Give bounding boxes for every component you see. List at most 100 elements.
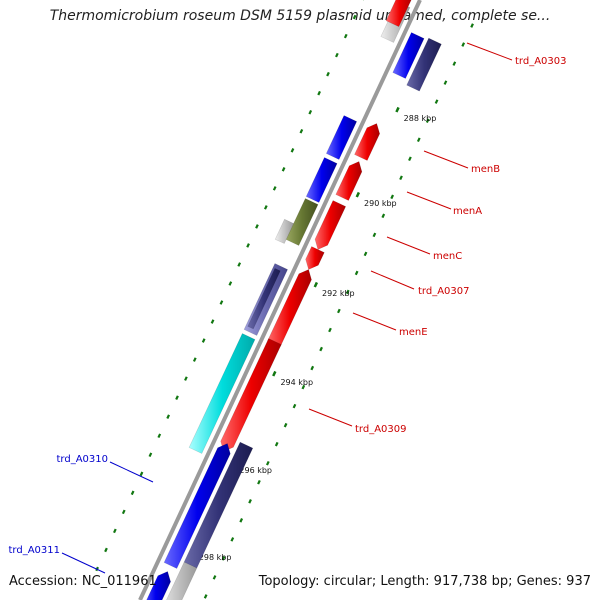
gc-content-dot (239, 518, 244, 523)
gene-label[interactable]: menC (433, 251, 462, 262)
reverse-cds-segment (392, 32, 425, 79)
gc-content-dot (443, 80, 448, 85)
map-title: Thermomicrobium roseum DSM 5159 plasmid … (49, 8, 551, 24)
gc-content-dot (192, 357, 197, 362)
gene-leader-line (61, 552, 106, 574)
gc-content-dot (317, 90, 321, 96)
gc-content-dot (157, 433, 162, 439)
gc-content-dot (354, 270, 359, 276)
gc-content-dot (175, 395, 179, 400)
tick-mark (395, 106, 400, 113)
forward-cds-segment (305, 246, 325, 270)
reverse-cds-segment (325, 115, 358, 160)
reverse-cds-segment (163, 443, 231, 569)
gc-content-dot (416, 137, 421, 142)
gc-content-dot (310, 365, 315, 371)
gene-label[interactable]: trd_A0310 (57, 454, 109, 465)
gc-content-dot (255, 224, 259, 229)
gc-content-dot (263, 205, 268, 210)
cog-segment (247, 268, 281, 330)
gene-leader-line (308, 408, 353, 427)
tick-mark (313, 281, 319, 288)
gc-content-dot (281, 167, 286, 172)
gc-content-dot (246, 243, 250, 248)
gc-content-dot (328, 327, 332, 333)
gc-content-dot (139, 471, 144, 477)
gc-content-dot (257, 479, 261, 485)
gc-content-dot (210, 319, 215, 324)
gc-content-dot (470, 23, 474, 28)
gc-content-dot (274, 441, 279, 447)
gc-content-dot (104, 547, 108, 553)
gc-content-track (95, 0, 474, 599)
reverse-cds-segment (305, 157, 338, 203)
gc-content-dot (121, 509, 126, 515)
gene-label[interactable]: menB (471, 164, 500, 175)
gc-content-dot (319, 346, 323, 352)
tick-label: 294 kbp (280, 378, 313, 387)
tick-label: 290 kbp (364, 199, 397, 208)
gc-content-dot (201, 338, 206, 343)
gc-content-dot (434, 99, 439, 104)
gene-label-track: trd_A0303 menB menA menC trd_A0307 menE trd_A0… (9, 42, 567, 574)
gc-content-dot (230, 537, 235, 542)
gene-leader-line (466, 42, 513, 61)
gc-content-dot (166, 414, 170, 419)
tick-label: 298 kbp (199, 553, 232, 562)
gene-leader-line (423, 150, 469, 169)
tick-label: 296 kbp (239, 466, 272, 475)
gc-content-dot (272, 186, 277, 191)
gc-content-dot (219, 300, 224, 305)
backbone-ring (138, 0, 422, 600)
forward-cds-segment (385, 0, 412, 27)
gene-label[interactable]: trd_A0303 (515, 56, 567, 67)
gene-leader-line (352, 312, 397, 331)
gc-content-dot (345, 289, 350, 295)
gc-content-dot (292, 403, 297, 409)
forward-cds-segment (354, 123, 381, 161)
gc-content-dot (283, 422, 288, 428)
accession-text: Accession: NC_011961 (9, 574, 157, 589)
reverse-cds-segment (146, 571, 171, 600)
gc-content-dot (335, 52, 339, 58)
gene-label[interactable]: trd_A0309 (355, 424, 407, 435)
gc-content-dot (363, 251, 368, 257)
gene-leader-line (370, 270, 415, 290)
gene-label[interactable]: menE (399, 327, 428, 338)
gc-content-dot (425, 118, 430, 123)
cog-segment (166, 561, 198, 600)
gc-content-dot (130, 490, 135, 496)
gene-label[interactable]: trd_A0311 (9, 545, 61, 556)
gc-content-dot (452, 61, 457, 66)
gc-content-dot (408, 156, 412, 162)
map-summary-text: Topology: circular; Length: 917,738 bp; … (258, 574, 591, 589)
gc-content-dot (461, 42, 466, 47)
tick-mark (355, 191, 361, 198)
gc-content-dot (337, 308, 341, 314)
feature-track (146, 0, 442, 600)
gc-content-dot (399, 175, 403, 181)
gc-content-dot (299, 128, 304, 134)
gene-leader-line (109, 461, 154, 483)
gene-label[interactable]: menA (453, 206, 482, 217)
gc-content-dot (184, 376, 188, 381)
gene-leader-line (386, 236, 431, 255)
gc-content-dot (248, 499, 252, 504)
forward-cds-segment (314, 200, 347, 250)
tick-label: 288 kbp (404, 114, 437, 123)
gene-label[interactable]: trd_A0307 (418, 286, 470, 297)
gc-content-dot (381, 213, 386, 219)
gc-content-dot (212, 575, 217, 580)
gc-content-dot (265, 460, 270, 466)
cog-segment (285, 198, 319, 246)
cog-segment (406, 37, 442, 92)
gc-content-dot (221, 556, 226, 561)
gene-leader-line (406, 191, 452, 210)
gc-content-dot (390, 194, 395, 200)
gc-content-dot (301, 384, 306, 390)
gc-content-dot (352, 14, 357, 20)
cog-segment (274, 218, 294, 244)
gc-content-dot (326, 71, 330, 77)
gc-content-dot (290, 148, 295, 153)
